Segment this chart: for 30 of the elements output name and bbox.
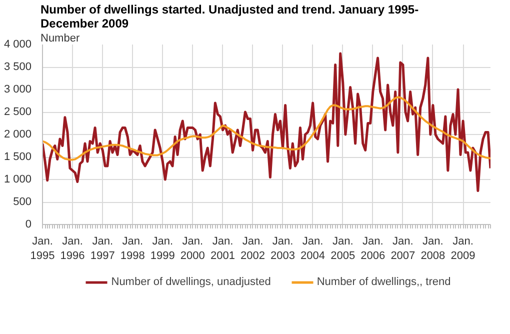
y-tick-label: 2 500 xyxy=(4,106,32,118)
y-tick-label: 3 000 xyxy=(4,84,32,96)
x-tick-label: Jan. 2001 xyxy=(210,236,235,262)
x-tick-label: Jan. 2008 xyxy=(420,236,446,262)
x-tick-label: Jan. 2009 xyxy=(450,236,476,262)
y-tick-label: 500 xyxy=(13,196,32,208)
y-tick-label: 1 500 xyxy=(4,151,32,163)
x-tick-label: Jan. 2005 xyxy=(330,236,356,262)
line-series xyxy=(42,96,490,161)
y-axis-title: Number xyxy=(40,32,80,44)
x-tick-label: Jan. 2006 xyxy=(360,236,386,262)
x-tick-label: Jan. 1999 xyxy=(150,236,175,262)
x-tick-label: Jan. 2004 xyxy=(300,236,326,262)
y-tick-label: 2 000 xyxy=(4,128,32,140)
x-tick-label: Jan. 2007 xyxy=(390,236,416,262)
y-tick-label: 3 500 xyxy=(4,61,32,73)
x-tick-label: Jan. 1997 xyxy=(90,236,115,262)
chart-title: Number of dwellings started. Unadjusted and trend. January 1995-December 2009 xyxy=(40,2,419,30)
x-tick-label: Jan. 1996 xyxy=(60,236,85,262)
x-tick-label: Jan. 1998 xyxy=(120,236,145,262)
x-tick-label: Jan. 1995 xyxy=(30,236,55,262)
legend-label: Number of dwellings, unadjusted xyxy=(111,276,271,288)
x-tick-label: Jan. 2003 xyxy=(270,236,296,262)
line-series xyxy=(42,52,490,192)
x-tick-label: Jan. 2002 xyxy=(240,236,266,262)
x-tick-label: Jan. 2000 xyxy=(180,236,205,262)
y-tick-label: 0 xyxy=(25,218,32,230)
legend-label: Number of dwellings,, trend xyxy=(316,276,451,288)
y-tick-label: 4 000 xyxy=(4,38,32,50)
y-tick-label: 1 000 xyxy=(4,174,32,186)
